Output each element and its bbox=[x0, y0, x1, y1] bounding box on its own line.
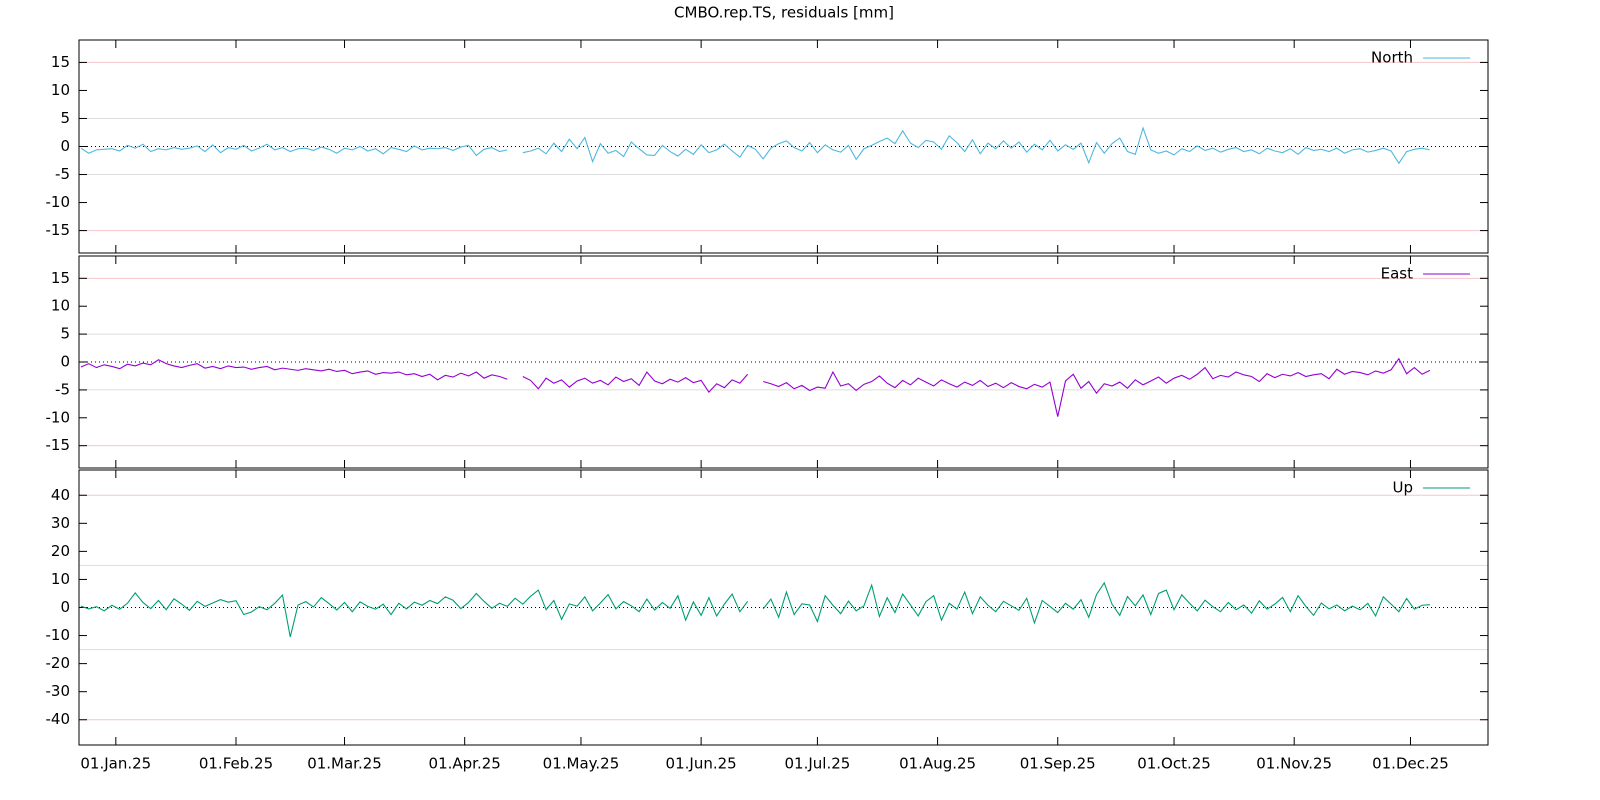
y-tick-label: 20 bbox=[51, 542, 70, 560]
y-tick-label: 15 bbox=[51, 269, 70, 287]
figure-title: CMBO.rep.TS, residuals [mm] bbox=[674, 4, 894, 22]
x-tick-label: 01.Apr.25 bbox=[429, 755, 501, 773]
x-tick-label: 01.Dec.25 bbox=[1372, 755, 1449, 773]
series-line bbox=[80, 581, 1430, 638]
y-tick-label: -15 bbox=[46, 221, 71, 239]
y-tick-label: 15 bbox=[51, 53, 70, 71]
y-tick-label: 5 bbox=[60, 325, 70, 343]
legend-label: North bbox=[1371, 49, 1413, 67]
y-tick-label: 10 bbox=[51, 570, 70, 588]
x-tick-label: 01.Sep.25 bbox=[1020, 755, 1096, 773]
series-line bbox=[80, 357, 1431, 417]
x-tick-label: 01.Oct.25 bbox=[1137, 755, 1211, 773]
y-tick-label: 10 bbox=[51, 81, 70, 99]
y-tick-label: 5 bbox=[60, 109, 70, 127]
y-tick-label: -20 bbox=[46, 654, 71, 672]
x-tick-label: 01.Jan.25 bbox=[80, 755, 151, 773]
y-tick-label: -10 bbox=[46, 626, 71, 644]
y-tick-label: 0 bbox=[60, 137, 70, 155]
y-tick-label: -5 bbox=[55, 380, 70, 398]
y-tick-label: -10 bbox=[46, 193, 71, 211]
x-tick-label: 01.May.25 bbox=[543, 755, 620, 773]
y-tick-label: -5 bbox=[55, 165, 70, 183]
y-tick-label: -10 bbox=[46, 408, 71, 426]
legend-label: East bbox=[1381, 265, 1413, 283]
series-line bbox=[80, 126, 1430, 165]
legend-label: Up bbox=[1392, 479, 1413, 497]
x-tick-label: 01.Aug.25 bbox=[899, 755, 976, 773]
y-tick-label: 0 bbox=[60, 598, 70, 616]
x-tick-label: 01.Mar.25 bbox=[307, 755, 382, 773]
y-tick-label: 10 bbox=[51, 297, 70, 315]
y-tick-label: 40 bbox=[51, 486, 70, 504]
plot-frame bbox=[78, 469, 1489, 746]
plot-frame bbox=[78, 39, 1489, 254]
x-tick-label: 01.Feb.25 bbox=[199, 755, 273, 773]
x-tick-label: 01.Jul.25 bbox=[785, 755, 851, 773]
y-tick-label: -30 bbox=[46, 682, 71, 700]
y-tick-label: -15 bbox=[46, 436, 71, 454]
y-tick-label: 30 bbox=[51, 514, 70, 532]
x-tick-label: 01.Jun.25 bbox=[666, 755, 737, 773]
y-tick-label: -40 bbox=[46, 710, 71, 728]
y-tick-label: 0 bbox=[60, 353, 70, 371]
plot-frame bbox=[78, 255, 1489, 469]
x-tick-label: 01.Nov.25 bbox=[1256, 755, 1332, 773]
